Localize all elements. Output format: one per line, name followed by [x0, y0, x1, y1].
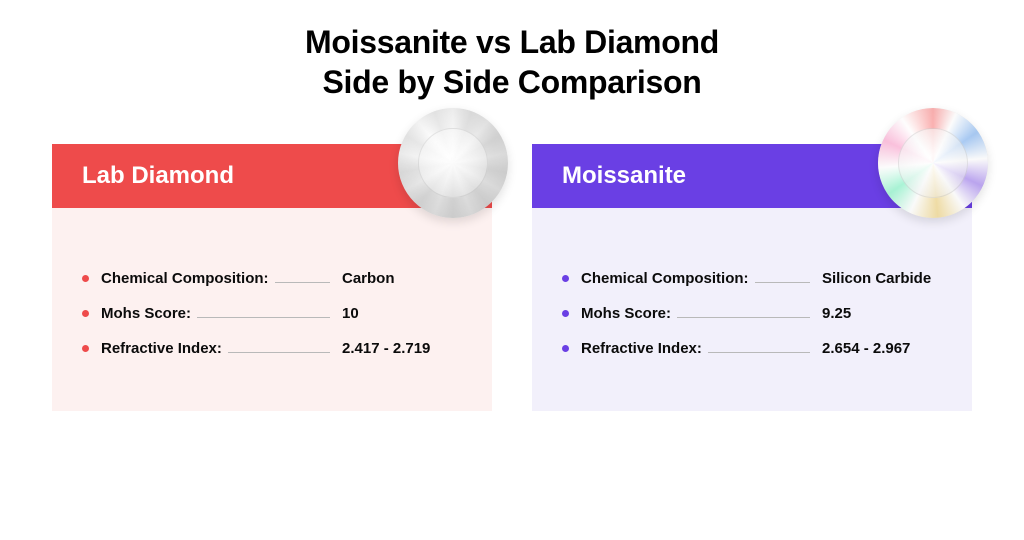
- diamond-gem-icon: [398, 108, 508, 218]
- prop-label: Chemical Composition:: [101, 270, 269, 287]
- prop-row: Refractive Index: 2.417 - 2.719: [82, 340, 462, 357]
- leader-line: [755, 282, 810, 283]
- prop-row: Chemical Composition: Carbon: [82, 270, 462, 287]
- card-header-moissanite: Moissanite: [532, 144, 972, 208]
- prop-value: Carbon: [342, 270, 462, 287]
- leader-line: [275, 282, 330, 283]
- bullet-icon: [562, 310, 569, 317]
- prop-value: 2.654 - 2.967: [822, 340, 942, 357]
- prop-row: Mohs Score: 9.25: [562, 305, 942, 322]
- moissanite-gem-icon: [878, 108, 988, 218]
- bullet-icon: [82, 310, 89, 317]
- leader-line: [228, 352, 330, 353]
- card-title-lab-diamond: Lab Diamond: [82, 162, 234, 190]
- prop-value: 10: [342, 305, 462, 322]
- card-header-lab-diamond: Lab Diamond: [52, 144, 492, 208]
- bullet-icon: [82, 275, 89, 282]
- prop-label: Refractive Index:: [581, 340, 702, 357]
- leader-line: [708, 352, 810, 353]
- card-title-moissanite: Moissanite: [562, 162, 686, 190]
- leader-line: [197, 317, 330, 318]
- comparison-cards: Lab Diamond Chemical Composition: Carbon…: [0, 144, 1024, 411]
- page-title: Moissanite vs Lab Diamond Side by Side C…: [0, 0, 1024, 102]
- bullet-icon: [562, 275, 569, 282]
- card-body-lab-diamond: Chemical Composition: Carbon Mohs Score:…: [52, 208, 492, 411]
- bullet-icon: [82, 345, 89, 352]
- prop-row: Chemical Composition: Silicon Carbide: [562, 270, 942, 287]
- card-body-moissanite: Chemical Composition: Silicon Carbide Mo…: [532, 208, 972, 411]
- prop-row: Mohs Score: 10: [82, 305, 462, 322]
- prop-label: Mohs Score:: [581, 305, 671, 322]
- title-line-1: Moissanite vs Lab Diamond: [305, 24, 719, 60]
- card-lab-diamond: Lab Diamond Chemical Composition: Carbon…: [52, 144, 492, 411]
- prop-label: Mohs Score:: [101, 305, 191, 322]
- card-moissanite: Moissanite Chemical Composition: Silicon…: [532, 144, 972, 411]
- title-line-2: Side by Side Comparison: [323, 64, 702, 100]
- prop-row: Refractive Index: 2.654 - 2.967: [562, 340, 942, 357]
- prop-value: 2.417 - 2.719: [342, 340, 462, 357]
- prop-label: Refractive Index:: [101, 340, 222, 357]
- prop-value: Silicon Carbide: [822, 270, 942, 287]
- prop-label: Chemical Composition:: [581, 270, 749, 287]
- prop-value: 9.25: [822, 305, 942, 322]
- leader-line: [677, 317, 810, 318]
- bullet-icon: [562, 345, 569, 352]
